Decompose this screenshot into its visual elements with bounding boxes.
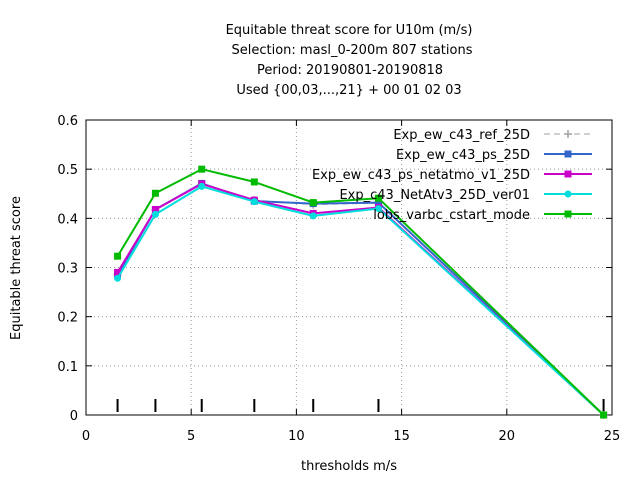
title-line-1: Equitable threat score for U10m (m/s) [226, 23, 473, 38]
y-tick-label: 0.4 [57, 212, 78, 227]
grid [86, 120, 612, 415]
x-tick-label: 0 [82, 429, 90, 444]
y-tick-label: 0.1 [57, 360, 78, 375]
series-3 [114, 180, 608, 419]
data-point [114, 274, 122, 282]
data-point [151, 189, 159, 197]
x-tick-label: 15 [393, 429, 410, 444]
data-point [309, 199, 317, 207]
data-point [374, 194, 382, 202]
data-point [309, 212, 317, 220]
legend-entry-1: Exp_ew_c43_ref_25D [393, 128, 592, 143]
legend-entry-3: Exp_ew_c43_ps_netatmo_v1_25D [312, 168, 592, 183]
legend-entry-5: lobs_varbc_cstart_mode [373, 208, 592, 223]
x-tick-label: 5 [187, 429, 195, 444]
legend-label: lobs_varbc_cstart_mode [373, 208, 530, 223]
title-line-3: Period: 20190801-20190818 [257, 63, 443, 78]
legend-marker [564, 190, 572, 198]
data-point [114, 268, 122, 276]
data-point [600, 411, 608, 419]
data-point [250, 178, 258, 186]
data-point [374, 199, 382, 207]
legend-marker [564, 130, 572, 138]
series-5 [114, 165, 608, 419]
y-tick-label: 0 [70, 409, 78, 424]
series-2 [114, 179, 608, 419]
x-tick-label: 20 [499, 429, 516, 444]
data-point [114, 252, 122, 260]
legend-entry-4: Exp_c43_NetAtv3_25D_ver01 [339, 188, 592, 203]
y-tick-label: 0.6 [57, 114, 78, 129]
x-axis-label: thresholds m/s [301, 459, 397, 474]
legend: Exp_ew_c43_ref_25D Exp_ew_c43_ps_25D Exp_e… [312, 128, 592, 223]
data-point [198, 182, 206, 190]
data-point [151, 205, 159, 213]
legend-label: Exp_ew_c43_ref_25D [393, 128, 530, 143]
series-line [116, 168, 605, 416]
title-line-4: Used {00,03,...,21} + 00 01 02 03 [236, 83, 461, 98]
y-tick-label: 0.3 [57, 262, 78, 277]
data-point [374, 205, 382, 212]
title-line-2: Selection: masl_0-200m 807 stations [232, 43, 473, 58]
threshold-marks [116, 399, 605, 412]
series-lines [113, 165, 608, 419]
x-tick-label: 25 [604, 429, 621, 444]
legend-label: Exp_c43_NetAtv3_25D_ver01 [339, 188, 530, 203]
series-line [116, 185, 605, 416]
legend-label: Exp_ew_c43_ps_25D [396, 148, 530, 163]
y-tick-label: 0.5 [57, 163, 78, 178]
legend-entry-2: Exp_ew_c43_ps_25D [396, 148, 592, 163]
y-axis-label: Equitable threat score [9, 196, 24, 340]
data-point [151, 210, 159, 218]
legend-marker [564, 170, 572, 178]
legend-label: Exp_ew_c43_ps_netatmo_v1_25D [312, 168, 530, 183]
legend-marker [564, 210, 572, 218]
y-tick-label: 0.2 [57, 311, 78, 326]
series-4 [114, 182, 608, 419]
plot-frame [85, 119, 613, 416]
axes: 0 0.1 0.2 0.3 0.4 0.5 0.6 0 5 10 15 20 25 [57, 114, 620, 444]
data-point [198, 165, 206, 173]
series-line [117, 183, 604, 416]
legend-marker [564, 150, 572, 158]
x-tick-label: 10 [288, 429, 305, 444]
chart-title: Equitable threat score for U10m (m/s) Se… [226, 23, 473, 98]
series-1 [113, 180, 608, 419]
data-point [250, 198, 258, 206]
